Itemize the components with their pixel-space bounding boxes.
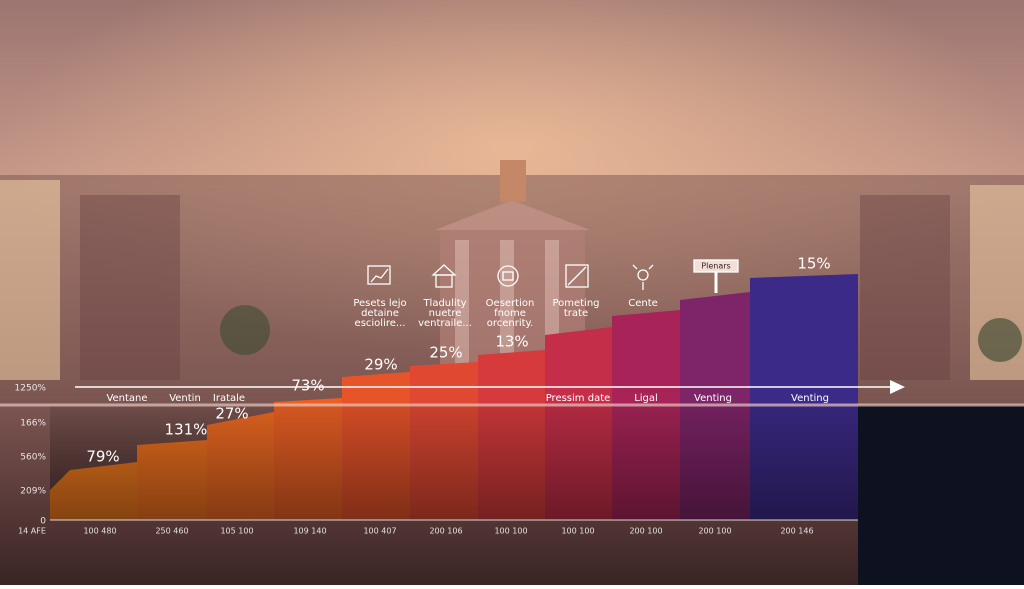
row-label: Venting [694, 393, 732, 404]
percent-label: 27% [215, 405, 248, 423]
icons [367, 259, 739, 293]
icon-caption: Tladulity [422, 298, 466, 309]
icon-caption: Oesertion [486, 298, 535, 309]
row-label: Pressim date [546, 393, 611, 404]
x-label: 100 480 [83, 527, 116, 536]
percent-label: 131% [165, 421, 208, 439]
icon-caption: nuetre [429, 308, 462, 319]
sign-label: Plenars [701, 262, 730, 271]
icon-caption: Pesets lejo [353, 298, 406, 309]
percent-label: 29% [364, 356, 397, 374]
icon-caption: orcenrity. [487, 318, 533, 329]
percent-label: 13% [495, 333, 528, 351]
y-label: 209% [20, 487, 46, 497]
x-label: 109 140 [293, 527, 326, 536]
x-label: 100 100 [494, 527, 527, 536]
icon-caption: detaine [361, 308, 399, 319]
icon-caption: trate [564, 308, 588, 319]
x-label: 250 460 [155, 527, 188, 536]
row-label: Ligal [634, 393, 658, 404]
x-label: 100 100 [561, 527, 594, 536]
y-label: 1250% [15, 384, 47, 394]
percent-label: 79% [86, 448, 119, 466]
icon-caption: Pometing [552, 298, 599, 309]
row-label: Iratale [213, 393, 245, 404]
arrow-head [890, 380, 905, 394]
x-label: 200 100 [629, 527, 662, 536]
icon-caption: fnome [494, 308, 526, 319]
y-label: 0 [40, 517, 46, 527]
row-label: Venting [791, 393, 829, 404]
x-label: 14 AFE [18, 527, 46, 536]
row-label: Ventin [169, 393, 201, 404]
row-label: Ventane [106, 393, 147, 404]
x-label: 105 100 [220, 527, 253, 536]
dark-panel [858, 405, 1024, 585]
x-label: 200 100 [698, 527, 731, 536]
percent-label: 73% [291, 377, 324, 395]
icon-caption: Cente [628, 298, 658, 309]
percent-label: 25% [429, 344, 462, 362]
icon-caption: esciolire... [355, 318, 406, 329]
step-area [50, 274, 858, 520]
x-label: 200 106 [429, 527, 462, 536]
y-label: 560% [20, 453, 46, 463]
x-label: 100 407 [363, 527, 396, 536]
y-label: 166% [20, 419, 46, 429]
x-label: 200 146 [780, 527, 813, 536]
icon-caption: ventraile... [418, 318, 472, 329]
percent-label: 15% [797, 255, 830, 273]
